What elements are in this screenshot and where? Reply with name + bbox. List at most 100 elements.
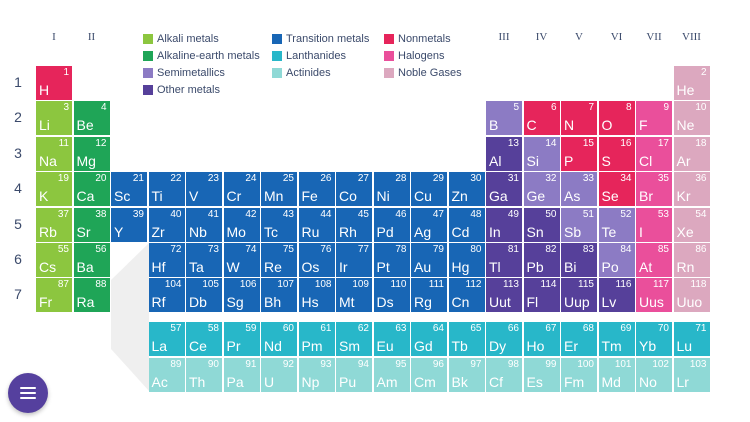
element-cell-w[interactable]: 74 W [223, 243, 260, 277]
element-cell-cr[interactable]: 24 Cr [223, 172, 260, 207]
element-cell-pr[interactable]: 59 Pr [223, 322, 260, 356]
element-cell-sb[interactable]: 51 Sb [561, 207, 597, 242]
element-cell-si[interactable]: 14 Si [523, 136, 560, 171]
element-cell-v[interactable]: 23 V [186, 172, 222, 207]
element-cell-sg[interactable]: 106 Sg [223, 278, 260, 313]
element-cell-be[interactable]: 4 Be [73, 101, 110, 136]
element-cell-ac[interactable]: 89 Ac [148, 358, 185, 392]
element-cell-fm[interactable]: 100 Fm [561, 358, 597, 392]
element-cell-nb[interactable]: 41 Nb [186, 207, 222, 242]
element-cell-sn[interactable]: 50 Sn [523, 207, 560, 242]
element-cell-uup[interactable]: 115 Uup [561, 278, 597, 313]
element-cell-u[interactable]: 92 U [261, 358, 297, 392]
element-cell-db[interactable]: 105 Db [186, 278, 222, 313]
element-cell-s[interactable]: 16 S [598, 136, 635, 171]
element-cell-li[interactable]: 3 Li [36, 101, 72, 136]
element-cell-au[interactable]: 79 Au [411, 243, 447, 277]
element-cell-lv[interactable]: 116 Lv [598, 278, 635, 313]
element-cell-he[interactable]: 2 He [673, 66, 710, 100]
element-cell-rh[interactable]: 45 Rh [336, 207, 372, 242]
element-cell-ti[interactable]: 22 Ti [148, 172, 185, 207]
element-cell-mg[interactable]: 12 Mg [73, 136, 110, 171]
element-cell-ds[interactable]: 110 Ds [373, 278, 410, 313]
element-cell-tb[interactable]: 65 Tb [448, 322, 485, 356]
element-cell-i[interactable]: 53 I [636, 207, 672, 242]
element-cell-fr[interactable]: 87 Fr [36, 278, 72, 313]
element-cell-ru[interactable]: 44 Ru [298, 207, 335, 242]
element-cell-mn[interactable]: 25 Mn [261, 172, 297, 207]
element-cell-se[interactable]: 34 Se [598, 172, 635, 207]
element-cell-cn[interactable]: 112 Cn [448, 278, 485, 313]
element-cell-p[interactable]: 15 P [561, 136, 597, 171]
element-cell-uut[interactable]: 113 Uut [486, 278, 522, 313]
element-cell-yb[interactable]: 70 Yb [636, 322, 672, 356]
element-cell-tm[interactable]: 69 Tm [598, 322, 635, 356]
element-cell-ta[interactable]: 73 Ta [186, 243, 222, 277]
element-cell-tl[interactable]: 81 Tl [486, 243, 522, 277]
element-cell-br[interactable]: 35 Br [636, 172, 672, 207]
element-cell-ne[interactable]: 10 Ne [673, 101, 710, 136]
element-cell-pd[interactable]: 46 Pd [373, 207, 410, 242]
element-cell-fe[interactable]: 26 Fe [298, 172, 335, 207]
element-cell-at[interactable]: 85 At [636, 243, 672, 277]
element-cell-sm[interactable]: 62 Sm [336, 322, 372, 356]
element-cell-uuo[interactable]: 118 Uuo [673, 278, 710, 313]
element-cell-hg[interactable]: 80 Hg [448, 243, 485, 277]
element-cell-bk[interactable]: 97 Bk [448, 358, 485, 392]
element-cell-pa[interactable]: 91 Pa [223, 358, 260, 392]
element-cell-er[interactable]: 68 Er [561, 322, 597, 356]
element-cell-ar[interactable]: 18 Ar [673, 136, 710, 171]
element-cell-am[interactable]: 95 Am [373, 358, 410, 392]
element-cell-rb[interactable]: 37 Rb [36, 207, 72, 242]
element-cell-pt[interactable]: 78 Pt [373, 243, 410, 277]
element-cell-xe[interactable]: 54 Xe [673, 207, 710, 242]
element-cell-rf[interactable]: 104 Rf [148, 278, 185, 313]
element-cell-zn[interactable]: 30 Zn [448, 172, 485, 207]
element-cell-rn[interactable]: 86 Rn [673, 243, 710, 277]
element-cell-ni[interactable]: 28 Ni [373, 172, 410, 207]
element-cell-np[interactable]: 93 Np [298, 358, 335, 392]
element-cell-tc[interactable]: 43 Tc [261, 207, 297, 242]
element-cell-pm[interactable]: 61 Pm [298, 322, 335, 356]
element-cell-ir[interactable]: 77 Ir [336, 243, 372, 277]
element-cell-ba[interactable]: 56 Ba [73, 243, 110, 277]
element-cell-cs[interactable]: 55 Cs [36, 243, 72, 277]
element-cell-ag[interactable]: 47 Ag [411, 207, 447, 242]
element-cell-ra[interactable]: 88 Ra [73, 278, 110, 313]
element-cell-md[interactable]: 101 Md [598, 358, 635, 392]
element-cell-ho[interactable]: 67 Ho [523, 322, 560, 356]
element-cell-ga[interactable]: 31 Ga [486, 172, 522, 207]
element-cell-na[interactable]: 11 Na [36, 136, 72, 171]
element-cell-ca[interactable]: 20 Ca [73, 172, 110, 207]
element-cell-mo[interactable]: 42 Mo [223, 207, 260, 242]
element-cell-ce[interactable]: 58 Ce [186, 322, 222, 356]
element-cell-cu[interactable]: 29 Cu [411, 172, 447, 207]
element-cell-kr[interactable]: 36 Kr [673, 172, 710, 207]
element-cell-cm[interactable]: 96 Cm [411, 358, 447, 392]
element-cell-y[interactable]: 39 Y [111, 207, 147, 242]
element-cell-as[interactable]: 33 As [561, 172, 597, 207]
element-cell-te[interactable]: 52 Te [598, 207, 635, 242]
element-cell-pb[interactable]: 82 Pb [523, 243, 560, 277]
element-cell-dy[interactable]: 66 Dy [486, 322, 522, 356]
element-cell-ge[interactable]: 32 Ge [523, 172, 560, 207]
element-cell-rg[interactable]: 111 Rg [411, 278, 447, 313]
element-cell-zr[interactable]: 40 Zr [148, 207, 185, 242]
element-cell-cf[interactable]: 98 Cf [486, 358, 522, 392]
element-cell-lu[interactable]: 71 Lu [673, 322, 710, 356]
element-cell-eu[interactable]: 63 Eu [373, 322, 410, 356]
element-cell-sr[interactable]: 38 Sr [73, 207, 110, 242]
element-cell-nd[interactable]: 60 Nd [261, 322, 297, 356]
element-cell-la[interactable]: 57 La [148, 322, 185, 356]
element-cell-al[interactable]: 13 Al [486, 136, 522, 171]
element-cell-mt[interactable]: 109 Mt [336, 278, 372, 313]
element-cell-po[interactable]: 84 Po [598, 243, 635, 277]
element-cell-hs[interactable]: 108 Hs [298, 278, 335, 313]
element-cell-os[interactable]: 76 Os [298, 243, 335, 277]
element-cell-lr[interactable]: 103 Lr [673, 358, 710, 392]
element-cell-k[interactable]: 19 K [36, 172, 72, 207]
